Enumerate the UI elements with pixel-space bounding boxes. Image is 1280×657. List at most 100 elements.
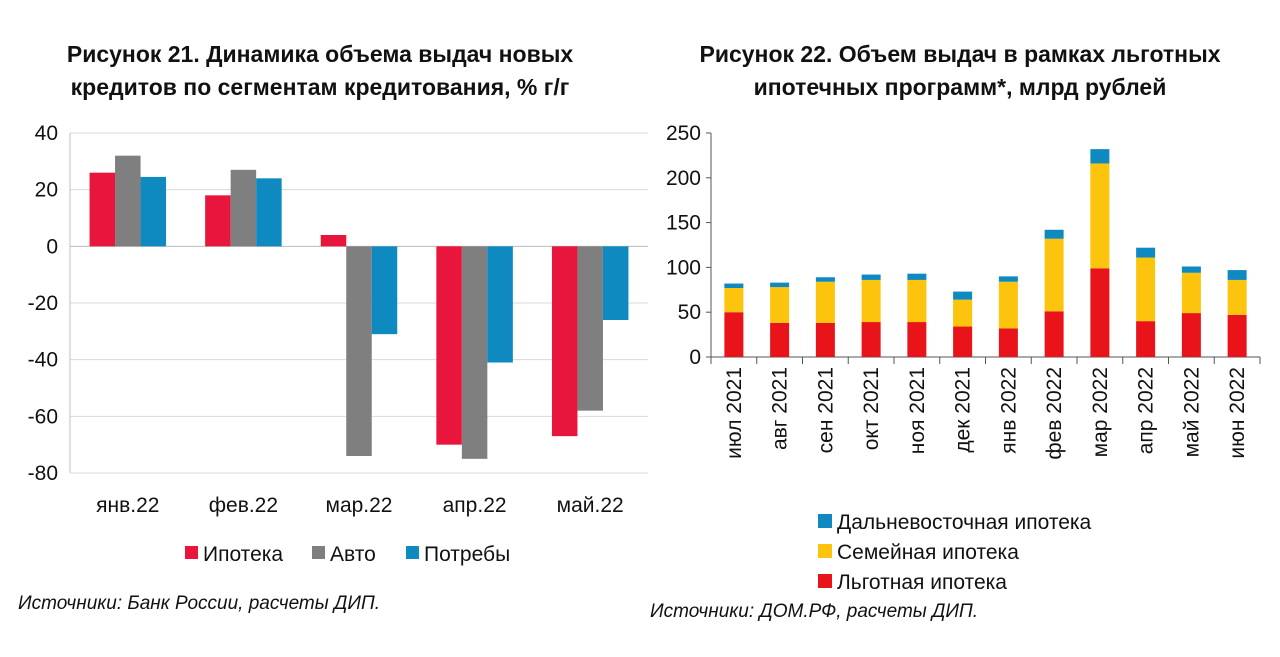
y-tick-label: 0 [46,235,58,258]
title-line-2: кредитов по сегментам кредитования, % г/… [70,74,570,100]
bar-segment-Дальневосточная ипотека [1136,247,1156,258]
y-tick-label: 50 [678,301,701,324]
x-tick-label: мар 2022 [1089,367,1112,457]
legend-swatch [312,546,325,559]
bar-segment-Семейная ипотека [1044,238,1064,312]
x-tick-label: ноя 2021 [906,367,929,454]
bar-segment-Дальневосточная ипотека [1044,229,1064,239]
bar-segment-Льготная ипотека [724,312,744,357]
bar-segment-Льготная ипотека [770,322,790,357]
bar-segment-Дальневосточная ипотека [1090,149,1110,164]
bar-segment-Дальневосточная ипотека [953,291,973,300]
x-tick-label: июл 2021 [723,367,746,459]
bar-segment-Льготная ипотека [998,328,1018,357]
legend-swatch [406,546,419,559]
legend-swatch [185,546,198,559]
bar-Ипотека [551,246,578,437]
bar-segment-Семейная ипотека [724,288,744,313]
bar-Потребы [371,246,398,335]
y-tick-label: -60 [28,405,58,428]
source-note: Источники: Банк России, расчеты ДИП. [18,593,381,614]
legend-label: Семейная ипотека [837,541,1019,564]
bar-Потребы [256,178,282,247]
title-line-1: Рисунок 22. Объем выдач в рамках льготны… [699,41,1221,67]
bar-Потребы [487,246,513,363]
figure-21: Рисунок 21. Динамика объема выдач новых … [10,38,648,614]
bar-segment-Дальневосточная ипотека [907,273,927,280]
bar-Ипотека [205,195,231,247]
bar-Авто [461,246,488,459]
bar-segment-Семейная ипотека [953,299,973,327]
x-tick-label: фев.22 [209,494,278,517]
chart-21-plot: 40 20 0 -20 -40 -60 -80 янв.22 фев.22 мар.22 апр.2… [28,122,648,566]
bar-Потребы [140,176,167,247]
x-tick-label: апр 2022 [1135,367,1158,454]
x-tick-label: янв.22 [96,494,159,517]
bar-segment-Дальневосточная ипотека [998,276,1018,282]
bar-segment-Льготная ипотека [1044,311,1064,357]
bar-Ипотека [320,235,347,247]
bar-segment-Семейная ипотека [907,279,927,323]
bar-segment-Дальневосточная ипотека [1227,270,1247,280]
bar-segment-Льготная ипотека [815,322,835,357]
x-tick-label: мар.22 [326,494,393,517]
bar-segment-Льготная ипотека [861,322,881,357]
bar-segment-Льготная ипотека [953,326,973,357]
bar-segment-Семейная ипотека [998,281,1018,329]
bar-segment-Семейная ипотека [770,287,790,323]
bar-segment-Дальневосточная ипотека [770,282,790,288]
bar-segment-Семейная ипотека [1090,163,1110,269]
y-tick-label: 20 [35,179,58,202]
y-tick-label: 40 [35,122,58,145]
x-tick-label: янв 2022 [997,367,1020,454]
bar-Авто [577,246,603,411]
source-note: Источники: ДОМ.РФ, расчеты ДИП. [650,601,979,622]
x-tick-label: фев 2022 [1043,367,1066,460]
bar-segment-Льготная ипотека [907,322,927,357]
bar-Ипотека [89,172,116,247]
bar-segment-Льготная ипотека [1181,313,1201,357]
legend-label: Ипотека [203,543,283,566]
x-tick-label: май.22 [557,494,624,517]
title-line-2: ипотечных программ*, млрд рублей [753,74,1167,100]
x-tick-label: июн 2022 [1226,367,1249,459]
bar-segment-Дальневосточная ипотека [1181,266,1201,273]
bar-Ипотека [436,246,462,445]
y-tick-label: 250 [666,122,701,145]
legend-swatch [818,544,832,558]
bar-Авто [346,246,372,456]
bar-segment-Дальневосточная ипотека [861,274,881,280]
bar-Потребы [602,246,629,320]
legend-label: Потребы [424,543,510,566]
bar-segment-Льготная ипотека [1227,314,1247,357]
legend-label: Льготная ипотека [837,571,1007,594]
title-line-1: Рисунок 21. Динамика объема выдач новых [66,41,574,67]
x-tick-label: апр.22 [443,494,507,517]
bar-segment-Дальневосточная ипотека [815,277,835,282]
y-tick-label: -40 [28,349,58,372]
bar-segment-Дальневосточная ипотека [724,283,744,289]
x-tick-label: май 2022 [1180,367,1203,457]
legend-swatch [818,574,832,588]
bar-segment-Льготная ипотека [1090,268,1110,357]
chart-title: Рисунок 21. Динамика объема выдач новых … [10,38,630,104]
x-tick-label: авг 2021 [769,367,792,450]
bar-segment-Семейная ипотека [1136,257,1156,322]
y-tick-label: -80 [28,462,58,485]
y-tick-label: -20 [28,292,58,315]
y-tick-label: 150 [666,212,701,235]
legend-label: Дальневосточная ипотека [837,511,1092,534]
legend-label: Авто [330,543,376,566]
bar-segment-Семейная ипотека [815,281,835,323]
x-tick-label: сен 2021 [814,367,837,453]
y-tick-label: 100 [666,256,701,279]
legend-swatch [818,514,832,528]
chart-title: Рисунок 22. Объем выдач в рамках льготны… [640,38,1280,104]
y-tick-label: 200 [666,167,701,190]
bar-segment-Семейная ипотека [1227,279,1247,315]
chart-22-plot: 250 200 150 100 50 0 июл 2021 авг 2021 сен 2021 о… [666,122,1261,594]
bar-Авто [115,155,141,247]
bar-segment-Семейная ипотека [1181,272,1201,314]
bar-segment-Льготная ипотека [1136,321,1156,357]
x-tick-label: окт 2021 [860,367,883,450]
